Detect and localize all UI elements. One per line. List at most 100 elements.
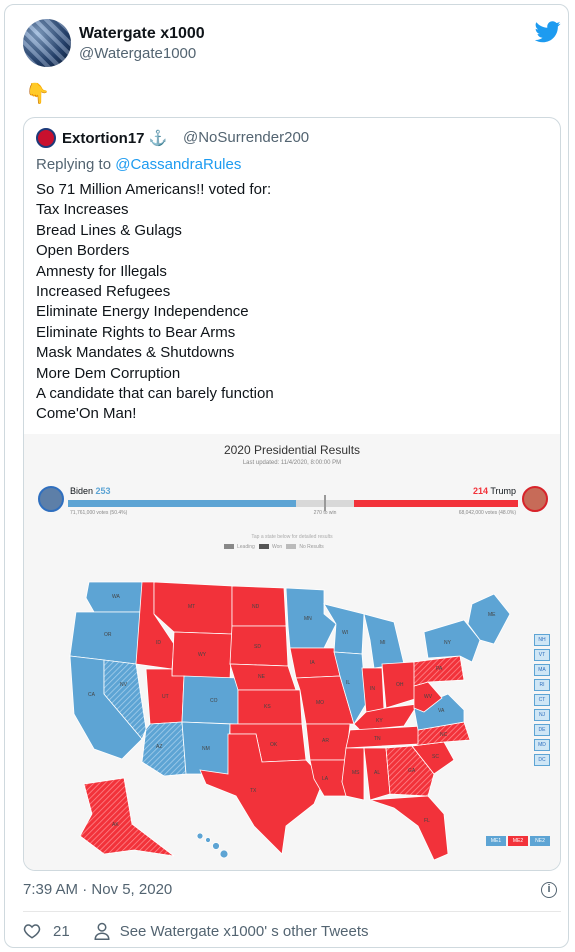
text-line: Eliminate Energy Independence: [36, 303, 249, 321]
svg-text:GA: GA: [408, 768, 416, 774]
ne-tag[interactable]: DE: [534, 724, 550, 736]
state-mn[interactable]: [285, 587, 337, 649]
svg-text:UT: UT: [162, 694, 169, 700]
svg-text:IL: IL: [346, 680, 350, 686]
ne-tag[interactable]: DC: [534, 754, 550, 766]
trump-label: 214 Trump: [473, 486, 516, 496]
trump-bar: [354, 500, 518, 507]
me1-tag[interactable]: ME1: [486, 836, 506, 846]
svg-text:VA: VA: [438, 708, 445, 714]
state-az[interactable]: [141, 721, 187, 777]
map-legend: Leading Won No Results: [224, 544, 324, 550]
legend-noresults-swatch: [286, 544, 297, 550]
svg-text:ND: ND: [252, 604, 260, 610]
text-line: More Dem Corruption: [36, 364, 181, 382]
biden-name: Biden: [70, 486, 94, 496]
small-state-tags: NH VT MA RI CT NJ DE MD DC: [534, 634, 550, 769]
trump-ev: 214: [472, 486, 488, 496]
state-fl[interactable]: [369, 795, 449, 861]
svg-text:AL: AL: [374, 770, 380, 776]
author-avatar[interactable]: [23, 19, 71, 67]
state-or[interactable]: [69, 611, 143, 665]
tweet-timestamp[interactable]: 7:39 AM · Nov 5, 2020: [23, 881, 173, 898]
ne-tag[interactable]: NJ: [534, 709, 550, 721]
quoted-author-name: Extortion17 ⚓: [62, 130, 168, 147]
reply-prefix: Replying to: [36, 156, 116, 173]
svg-text:ID: ID: [156, 640, 161, 646]
state-hi[interactable]: [196, 832, 229, 859]
text-line: Open Borders: [36, 242, 130, 260]
us-map[interactable]: WA OR CA NV ID MT WY UT CO NM AZ ND SD NE KS OK TX MN…: [24, 564, 560, 864]
svg-text:OH: OH: [396, 682, 404, 688]
info-icon[interactable]: i: [541, 882, 557, 898]
state-il[interactable]: [333, 651, 367, 725]
legend-leading: Leading: [237, 544, 255, 550]
state-ak[interactable]: [79, 777, 175, 857]
state-tx[interactable]: [199, 733, 325, 855]
like-count[interactable]: 21: [53, 922, 70, 940]
text-line: Eliminate Rights to Bear Arms: [36, 323, 236, 341]
svg-text:SC: SC: [432, 754, 439, 760]
text-line: A candidate that can barely function: [36, 385, 274, 403]
ne-tag[interactable]: MD: [534, 739, 550, 751]
svg-text:PA: PA: [436, 666, 443, 672]
svg-text:WV: WV: [424, 694, 433, 700]
state-nv[interactable]: [103, 659, 147, 740]
text-line: So 71 Million Americans!! voted for:: [36, 181, 272, 198]
ne-tag[interactable]: MA: [534, 664, 550, 676]
ne-tag[interactable]: RI: [534, 679, 550, 691]
svg-text:AR: AR: [322, 738, 329, 744]
quoted-text: So 71 Million Americans!! voted for: Tax…: [36, 180, 274, 425]
svg-text:CA: CA: [88, 692, 96, 698]
to-win-label: 270 to win: [313, 510, 337, 516]
text-line: Tax Increases: [36, 201, 129, 219]
author-name[interactable]: Watergate x1000: [79, 25, 205, 42]
svg-text:AZ: AZ: [156, 744, 162, 750]
state-ia[interactable]: [289, 647, 341, 679]
twitter-bird-icon[interactable]: [535, 21, 561, 43]
svg-text:IA: IA: [310, 660, 315, 666]
state-tn[interactable]: [345, 725, 425, 749]
svg-text:FL: FL: [424, 818, 430, 824]
ne-tag[interactable]: NH: [534, 634, 550, 646]
svg-text:MN: MN: [304, 616, 312, 622]
svg-text:WY: WY: [198, 652, 207, 658]
reply-user-link[interactable]: @CassandraRules: [115, 156, 242, 173]
tweet-card: Watergate x1000 @Watergate1000 👇 Extorti…: [4, 4, 569, 948]
state-ny[interactable]: [423, 619, 481, 663]
district-tags: ME1 ME2 NE2: [486, 836, 550, 846]
state-new-england[interactable]: [467, 593, 511, 645]
state-pa[interactable]: [413, 655, 465, 687]
svg-text:OR: OR: [104, 632, 112, 638]
biden-label: Biden 253: [70, 486, 111, 496]
svg-text:SD: SD: [254, 644, 261, 650]
ne-tag[interactable]: CT: [534, 694, 550, 706]
see-other-tweets-link[interactable]: See Watergate x1000' s other Tweets: [119, 922, 369, 940]
author-handle[interactable]: @Watergate1000: [79, 45, 197, 62]
biden-avatar: [38, 486, 64, 512]
results-updated: Last updated: 11/4/2020, 8:00:00 PM: [242, 460, 342, 466]
biden-ev: 253: [95, 486, 111, 496]
svg-text:NC: NC: [440, 732, 448, 738]
svg-text:AK: AK: [112, 822, 119, 828]
ne-tag[interactable]: VT: [534, 649, 550, 661]
me2-tag[interactable]: ME2: [508, 836, 528, 846]
svg-text:WA: WA: [112, 594, 121, 600]
state-ms[interactable]: [341, 747, 365, 801]
svg-text:NY: NY: [444, 640, 452, 646]
win-marker: [324, 495, 326, 511]
person-icon[interactable]: [94, 922, 110, 940]
legend-won: Won: [271, 544, 283, 550]
ne2-tag[interactable]: NE2: [530, 836, 550, 846]
trump-votes: 68,042,000 votes (48.0%): [458, 510, 516, 516]
legend-no-results: No Results: [299, 544, 324, 550]
quoted-tweet[interactable]: Extortion17 ⚓ @NoSurrender200 Replying t…: [23, 117, 561, 871]
quoted-author-handle: @NoSurrender200: [183, 129, 310, 146]
heart-icon[interactable]: [23, 922, 41, 940]
text-line: Come'On Man!: [36, 405, 137, 423]
svg-text:NM: NM: [202, 746, 210, 752]
svg-text:OK: OK: [270, 742, 278, 748]
map-hint: Tap a state below for detailed results: [251, 534, 333, 540]
svg-text:KY: KY: [376, 718, 383, 724]
state-ga[interactable]: [385, 745, 435, 797]
